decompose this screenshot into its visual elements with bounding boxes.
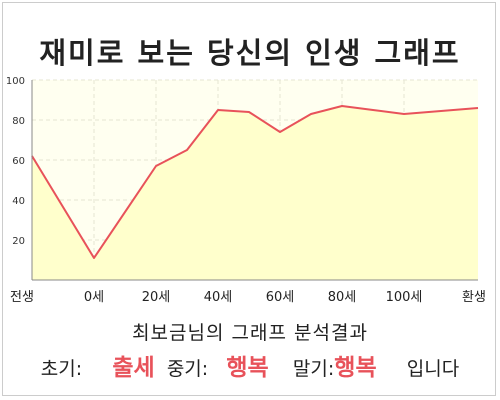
x-tick-label: 환생 bbox=[462, 290, 486, 305]
early-label: 초기: bbox=[40, 358, 83, 380]
life-line bbox=[31, 105, 479, 259]
y-tick-label: 100 bbox=[6, 76, 25, 87]
late-value: 행복 bbox=[334, 355, 377, 381]
x-tick-labels: 전생 0세 20세 40세 60세 80세 100세 환생 bbox=[10, 290, 486, 305]
chart-title: 재미로 보는 당신의 인생 그래프 bbox=[39, 36, 461, 70]
x-tick-label: 전생 bbox=[10, 290, 34, 305]
x-tick-label: 100세 bbox=[386, 290, 423, 305]
x-tick-label: 60세 bbox=[266, 290, 295, 305]
life-area-fill bbox=[32, 106, 478, 280]
x-tick-label: 0세 bbox=[84, 290, 104, 305]
x-tick-label: 20세 bbox=[142, 290, 171, 305]
y-tick-label: 40 bbox=[12, 196, 25, 207]
axes bbox=[31, 80, 478, 281]
early-value: 출세 bbox=[112, 355, 155, 381]
image-frame bbox=[2, 2, 496, 396]
middle-label: 중기: bbox=[166, 358, 209, 380]
y-tick-label: 80 bbox=[12, 116, 25, 127]
y-tick-label: 20 bbox=[12, 236, 25, 247]
analysis-result: 초기: 출세 중기: 행복 말기:행복 입니다 bbox=[0, 348, 500, 382]
x-tick-label: 80세 bbox=[328, 290, 357, 305]
y-tick-labels: 20 40 60 80 100 bbox=[6, 76, 25, 247]
middle-value: 행복 bbox=[226, 355, 269, 381]
ending-text: 입니다 bbox=[406, 358, 460, 380]
x-tick-label: 40세 bbox=[204, 290, 233, 305]
late-label: 말기: bbox=[292, 358, 335, 380]
analysis-heading: 최보금님의 그래프 분석결과 bbox=[132, 322, 368, 344]
y-tick-label: 60 bbox=[12, 156, 25, 167]
